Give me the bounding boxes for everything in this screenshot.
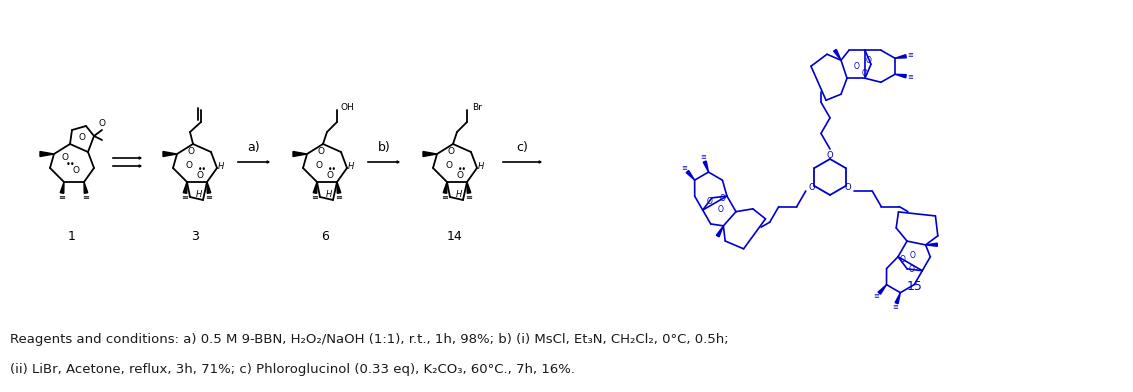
Text: O: O [719,194,725,203]
Text: 14: 14 [448,230,463,243]
Text: ≡: ≡ [682,165,688,172]
Polygon shape [423,151,437,156]
Text: O: O [445,160,452,169]
Text: Reagents and conditions: a) 0.5 M 9-BBN, H₂O₂/NaOH (1:1), r.t., 1h, 98%; b) (i) : Reagents and conditions: a) 0.5 M 9-BBN,… [10,334,729,347]
Text: O: O [78,134,85,143]
Text: O: O [854,62,860,71]
Polygon shape [467,182,471,193]
Text: ≡: ≡ [700,154,707,161]
Text: O: O [326,171,333,180]
Text: ≡: ≡ [893,304,898,310]
Text: (ii) LiBr, Acetone, reflux, 3h, 71%; c) Phloroglucinol (0.33 eq), K₂CO₃, 60°C., : (ii) LiBr, Acetone, reflux, 3h, 71%; c) … [10,363,576,376]
Text: O: O [866,56,872,65]
Text: ≡: ≡ [442,192,449,201]
Text: H: H [218,162,224,171]
Text: H: H [348,162,355,171]
Text: O: O [448,147,454,156]
Text: 6: 6 [321,230,329,243]
Text: ≡: ≡ [312,192,318,201]
Text: O: O [186,160,193,169]
Polygon shape [687,171,695,180]
Text: O: O [61,154,68,163]
Text: ≡: ≡ [205,192,213,201]
Text: ≡: ≡ [59,192,66,201]
Text: O: O [717,205,724,214]
Text: b): b) [377,142,391,154]
Text: 15: 15 [908,281,923,294]
Text: O: O [99,120,105,129]
Text: O: O [73,165,79,174]
Text: ••: •• [66,160,76,169]
Text: H: H [326,189,332,198]
Polygon shape [704,161,708,172]
Text: ••: •• [197,165,206,174]
Polygon shape [716,226,723,237]
Polygon shape [313,182,317,193]
Text: O: O [900,255,905,264]
Text: a): a) [248,142,261,154]
Text: O: O [707,197,713,206]
Text: ≡: ≡ [83,192,90,201]
Text: OH: OH [340,103,353,113]
Text: O: O [196,171,204,180]
Text: O: O [315,160,323,169]
Text: ≡: ≡ [908,74,913,80]
Text: O: O [317,147,324,156]
Polygon shape [337,182,341,193]
Polygon shape [84,182,87,193]
Polygon shape [293,151,307,156]
Polygon shape [207,182,211,193]
Text: ≡: ≡ [181,192,188,201]
Text: ••: •• [327,165,337,174]
Text: ≡: ≡ [466,192,472,201]
Text: ≡: ≡ [908,52,913,58]
Text: O: O [187,147,195,156]
Text: O: O [909,265,914,274]
Polygon shape [40,151,54,156]
Text: 1: 1 [68,230,76,243]
Text: ≡: ≡ [874,293,879,299]
Polygon shape [926,243,937,246]
Polygon shape [443,182,448,193]
Text: H: H [196,189,202,198]
Text: O: O [910,251,915,260]
Text: 3: 3 [191,230,199,243]
Polygon shape [184,182,187,193]
Text: O: O [827,151,833,160]
Polygon shape [878,285,886,294]
Polygon shape [895,54,906,58]
Polygon shape [60,182,63,193]
Text: c): c) [517,142,528,154]
Text: H: H [478,162,484,171]
Polygon shape [895,293,901,304]
Text: ≡: ≡ [335,192,342,201]
Text: O: O [862,69,868,78]
Text: ••: •• [458,165,467,174]
Text: H: H [455,189,462,198]
Polygon shape [895,74,906,78]
Polygon shape [163,151,177,156]
Text: O: O [809,183,815,192]
Text: Br: Br [472,103,482,113]
Polygon shape [834,49,841,60]
Text: O: O [845,183,852,192]
Text: O: O [457,171,463,180]
